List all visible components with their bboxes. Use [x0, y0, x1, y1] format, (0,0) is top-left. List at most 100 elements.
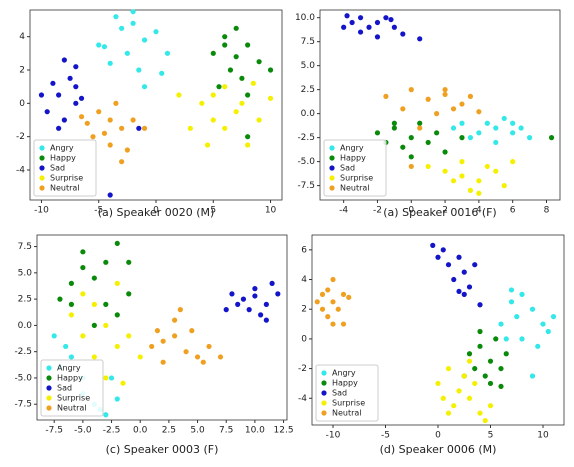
y-tick-label: 4 [19, 32, 25, 42]
point [425, 163, 431, 170]
point [349, 19, 355, 26]
point [103, 375, 109, 381]
point [456, 288, 462, 295]
point [229, 291, 235, 297]
point [108, 375, 115, 381]
point [267, 95, 274, 101]
point [245, 142, 251, 148]
point [408, 163, 414, 170]
point [103, 301, 109, 307]
point [498, 321, 504, 327]
point [526, 135, 533, 141]
point [263, 317, 269, 323]
point [501, 115, 507, 122]
point [275, 291, 281, 297]
point [330, 321, 336, 327]
point [107, 192, 113, 198]
x-tick-label: -10 [326, 431, 341, 441]
point [136, 67, 142, 73]
point [493, 168, 499, 174]
point [235, 301, 241, 307]
point [84, 120, 90, 126]
y-tick-label: 0 [301, 334, 307, 344]
point [80, 249, 86, 255]
legend-label: Neutral [340, 184, 370, 193]
x-tick-label: 12.5 [274, 426, 294, 436]
point [73, 64, 79, 70]
point [68, 280, 75, 286]
point [172, 333, 178, 339]
point [130, 117, 136, 123]
point [545, 328, 551, 335]
point [482, 417, 488, 424]
point [210, 50, 216, 56]
point [199, 100, 205, 106]
point [357, 15, 364, 21]
y-tick-label: 6 [301, 245, 307, 255]
point [325, 287, 331, 293]
point [160, 359, 166, 365]
point [374, 19, 381, 26]
point [90, 134, 96, 140]
point [417, 120, 423, 126]
point [550, 314, 557, 320]
point [477, 410, 483, 416]
point [126, 333, 132, 339]
x-tick-label: -2 [373, 206, 382, 216]
point [107, 117, 113, 123]
point [103, 259, 109, 265]
point [119, 25, 125, 31]
point [252, 293, 258, 299]
point [113, 14, 119, 20]
point [461, 373, 467, 379]
point [548, 135, 555, 141]
point [472, 262, 478, 268]
point [141, 37, 148, 43]
point [445, 365, 452, 372]
point [56, 92, 62, 98]
point [80, 291, 86, 297]
point [330, 299, 336, 305]
x-tick-label: 0.0 [133, 426, 148, 436]
point [482, 373, 488, 379]
point [113, 100, 119, 106]
legend-marker [329, 145, 335, 151]
point [258, 312, 264, 318]
point [61, 57, 67, 63]
point [96, 42, 102, 48]
legend-marker [329, 165, 335, 171]
point [518, 125, 524, 131]
point [256, 59, 262, 65]
point [519, 336, 525, 342]
point [408, 135, 414, 141]
y-tick-label: 7.5 [301, 37, 315, 47]
point [160, 338, 166, 344]
legend-marker [321, 410, 327, 416]
legend-box [315, 364, 379, 422]
point [61, 117, 67, 123]
legend-label: Angry [332, 369, 356, 378]
point [330, 276, 336, 283]
point [153, 29, 159, 35]
y-tick-label: 7.5 [18, 242, 32, 252]
point [477, 343, 483, 349]
point [484, 120, 490, 126]
point [267, 67, 274, 73]
point [103, 412, 109, 418]
point [477, 302, 483, 308]
point [501, 183, 507, 189]
point [456, 388, 462, 394]
point [514, 314, 520, 320]
y-tick-label: -4 [298, 394, 307, 404]
x-tick-label: 8 [544, 206, 550, 216]
x-tick-label: 0 [153, 206, 159, 216]
legend-label: Happy [332, 379, 358, 388]
point [417, 125, 423, 131]
point [451, 276, 457, 283]
point [177, 307, 183, 313]
legend-marker [46, 375, 52, 381]
point [68, 312, 75, 318]
point [314, 299, 320, 305]
point [245, 92, 251, 98]
point [204, 142, 211, 148]
